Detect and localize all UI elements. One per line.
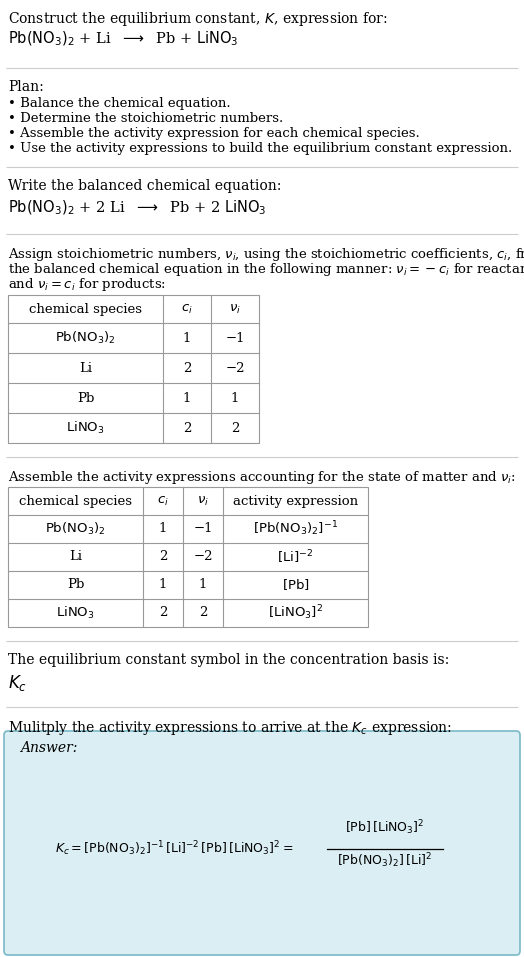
Text: • Assemble the activity expression for each chemical species.: • Assemble the activity expression for e… (8, 127, 420, 140)
Text: chemical species: chemical species (29, 302, 142, 316)
Text: • Use the activity expressions to build the equilibrium constant expression.: • Use the activity expressions to build … (8, 142, 512, 155)
Text: $\mathrm{LiNO_3}$: $\mathrm{LiNO_3}$ (66, 420, 105, 436)
Text: 2: 2 (199, 607, 207, 619)
Text: 1: 1 (159, 578, 167, 591)
Text: −2: −2 (225, 362, 245, 374)
Text: $[\mathrm{Li}]^{-2}$: $[\mathrm{Li}]^{-2}$ (277, 548, 313, 566)
Text: Pb: Pb (67, 578, 84, 591)
Text: $\mathrm{LiNO_3}$: $\mathrm{LiNO_3}$ (56, 605, 95, 621)
Text: Mulitply the activity expressions to arrive at the $K_c$ expression:: Mulitply the activity expressions to arr… (8, 719, 452, 737)
Text: 1: 1 (199, 578, 207, 591)
Bar (8, 487, 368, 627)
Text: 1: 1 (231, 391, 239, 405)
Bar (8, 295, 259, 443)
Text: chemical species: chemical species (19, 495, 132, 507)
Text: $K_c$: $K_c$ (8, 673, 27, 693)
Text: $\mathrm{Pb(NO_3)_2}$ + Li  $\longrightarrow$  Pb + $\mathrm{LiNO_3}$: $\mathrm{Pb(NO_3)_2}$ + Li $\longrightar… (8, 30, 238, 49)
Text: Li: Li (69, 550, 82, 564)
Text: 1: 1 (159, 523, 167, 536)
Text: $[\mathrm{Pb(NO_3)_2}]\,[\mathrm{Li}]^2$: $[\mathrm{Pb(NO_3)_2}]\,[\mathrm{Li}]^2$ (337, 851, 433, 870)
Text: 1: 1 (183, 331, 191, 345)
FancyBboxPatch shape (4, 731, 520, 955)
Text: 2: 2 (159, 607, 167, 619)
Text: and $\nu_i = c_i$ for products:: and $\nu_i = c_i$ for products: (8, 276, 166, 293)
Text: 2: 2 (159, 550, 167, 564)
Text: $K_c = [\mathrm{Pb(NO_3)_2}]^{-1}\,[\mathrm{Li}]^{-2}\,[\mathrm{Pb}]\,[\mathrm{L: $K_c = [\mathrm{Pb(NO_3)_2}]^{-1}\,[\mat… (55, 839, 293, 858)
Text: $\nu_i$: $\nu_i$ (197, 495, 209, 507)
Text: Write the balanced chemical equation:: Write the balanced chemical equation: (8, 179, 281, 193)
Text: $\mathrm{Pb(NO_3)_2}$ + 2 Li  $\longrightarrow$  Pb + 2 $\mathrm{LiNO_3}$: $\mathrm{Pb(NO_3)_2}$ + 2 Li $\longright… (8, 199, 267, 217)
Text: 2: 2 (231, 421, 239, 434)
Text: • Balance the chemical equation.: • Balance the chemical equation. (8, 97, 231, 110)
Text: Answer:: Answer: (20, 741, 78, 755)
Text: The equilibrium constant symbol in the concentration basis is:: The equilibrium constant symbol in the c… (8, 653, 449, 667)
Text: $\mathrm{Pb(NO_3)_2}$: $\mathrm{Pb(NO_3)_2}$ (55, 330, 116, 346)
Text: $\mathrm{Pb(NO_3)_2}$: $\mathrm{Pb(NO_3)_2}$ (45, 521, 106, 537)
Text: −1: −1 (225, 331, 245, 345)
Text: $[\mathrm{Pb(NO_3)_2}]^{-1}$: $[\mathrm{Pb(NO_3)_2}]^{-1}$ (253, 520, 338, 539)
Text: activity expression: activity expression (233, 495, 358, 507)
Text: $\nu_i$: $\nu_i$ (229, 302, 241, 316)
Text: Assemble the activity expressions accounting for the state of matter and $\nu_i$: Assemble the activity expressions accoun… (8, 469, 516, 486)
Text: −1: −1 (193, 523, 213, 536)
Text: Assign stoichiometric numbers, $\nu_i$, using the stoichiometric coefficients, $: Assign stoichiometric numbers, $\nu_i$, … (8, 246, 524, 263)
Text: Li: Li (79, 362, 92, 374)
Text: 1: 1 (183, 391, 191, 405)
Text: Plan:: Plan: (8, 80, 43, 94)
Text: $[\mathrm{Pb}]$: $[\mathrm{Pb}]$ (282, 577, 309, 592)
Text: $[\mathrm{Pb}]\,[\mathrm{LiNO_3}]^2$: $[\mathrm{Pb}]\,[\mathrm{LiNO_3}]^2$ (345, 818, 425, 837)
Text: 2: 2 (183, 421, 191, 434)
Text: the balanced chemical equation in the following manner: $\nu_i = -c_i$ for react: the balanced chemical equation in the fo… (8, 261, 524, 278)
Text: Pb: Pb (77, 391, 94, 405)
Text: $c_i$: $c_i$ (157, 495, 169, 507)
Text: • Determine the stoichiometric numbers.: • Determine the stoichiometric numbers. (8, 112, 283, 125)
Text: $c_i$: $c_i$ (181, 302, 193, 316)
Text: Construct the equilibrium constant, $K$, expression for:: Construct the equilibrium constant, $K$,… (8, 10, 388, 28)
Text: $[\mathrm{LiNO_3}]^2$: $[\mathrm{LiNO_3}]^2$ (268, 604, 323, 622)
Text: 2: 2 (183, 362, 191, 374)
Text: −2: −2 (193, 550, 213, 564)
